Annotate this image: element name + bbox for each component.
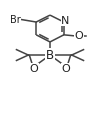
Text: Br: Br [10,15,20,25]
Text: O: O [61,64,70,74]
Text: B: B [46,49,54,62]
Text: N: N [61,16,70,26]
Text: O: O [74,31,83,41]
Text: O: O [30,64,39,74]
